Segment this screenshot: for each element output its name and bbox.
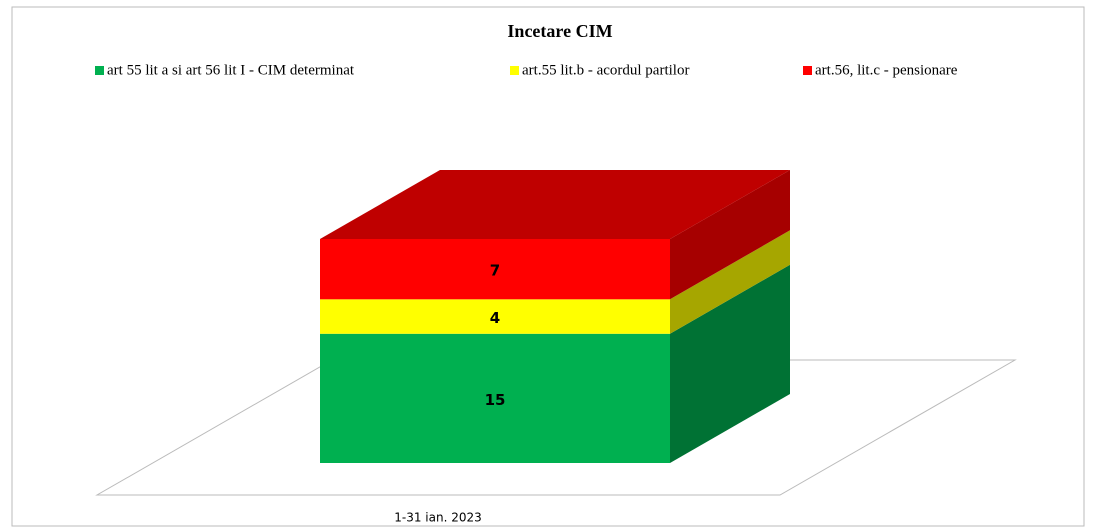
legend-swatch bbox=[803, 66, 812, 75]
legend-label: art.55 lit.b - acordul partilor bbox=[522, 62, 689, 78]
bar bbox=[320, 299, 670, 334]
legend: art 55 lit a si art 56 lit I - CIM deter… bbox=[95, 62, 958, 78]
bar-side bbox=[670, 170, 790, 300]
bar bbox=[320, 239, 670, 300]
legend-label: art 55 lit a si art 56 lit I - CIM deter… bbox=[107, 62, 355, 78]
bar-side bbox=[670, 264, 790, 463]
legend-swatch bbox=[510, 66, 519, 75]
bar-side bbox=[670, 230, 790, 334]
legend-label: art.56, lit.c - pensionare bbox=[815, 62, 958, 78]
legend-swatch bbox=[95, 66, 104, 75]
chart-title: Incetare CIM bbox=[507, 21, 612, 41]
data-label: 7 bbox=[490, 262, 500, 280]
data-label: 15 bbox=[485, 391, 506, 409]
data-label: 4 bbox=[490, 309, 500, 327]
bar bbox=[320, 333, 670, 463]
x-tick-label: 1-31 ian. 2023 bbox=[394, 511, 482, 525]
bar-top bbox=[320, 170, 790, 239]
